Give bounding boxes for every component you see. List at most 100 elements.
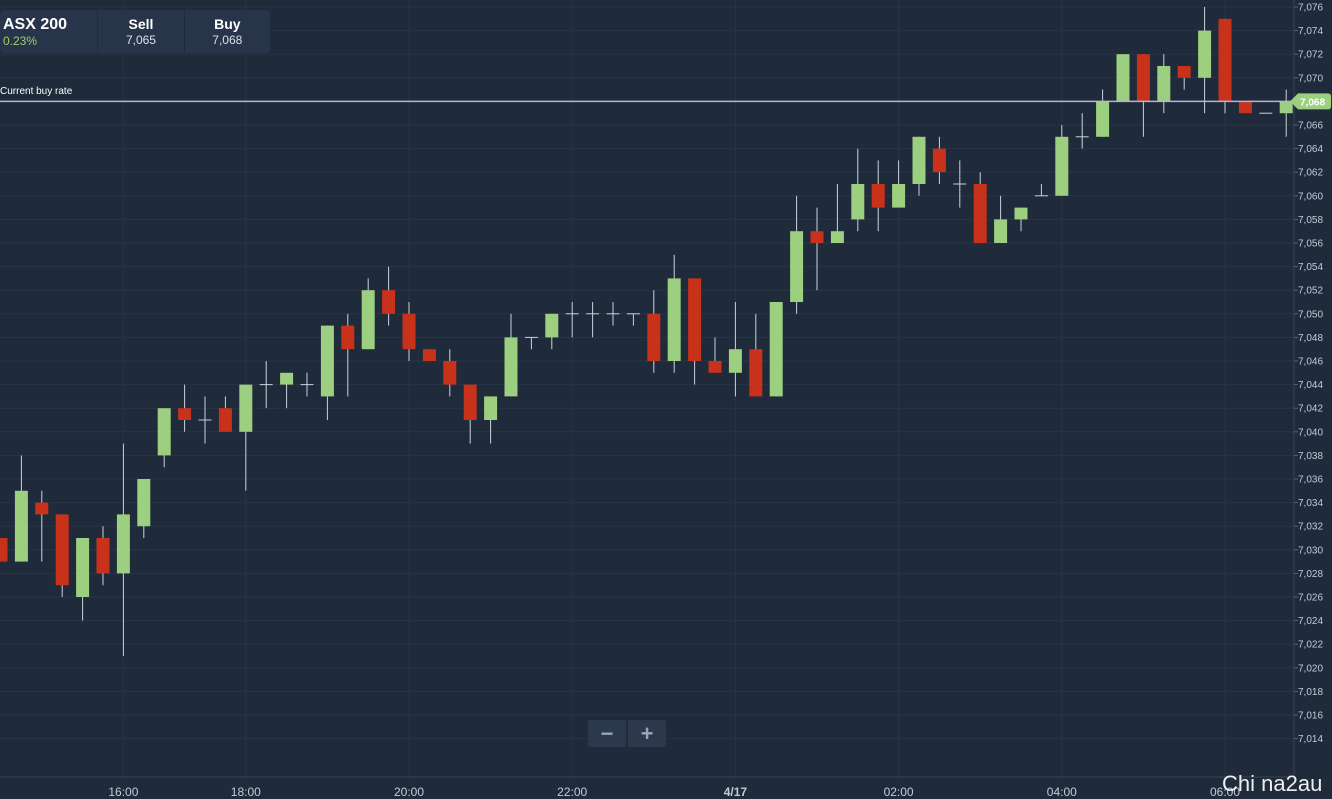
x-axis: 16:00 18:00 20:00 22:00 4/17 02:00 04:00 06:00	[0, 776, 1294, 799]
candle-body	[504, 337, 518, 397]
candle	[300, 372, 314, 397]
y-tick-label: 7,052	[1298, 286, 1323, 297]
y-tick-label: 7,040	[1298, 427, 1323, 438]
candle-body	[422, 349, 436, 361]
x-tick-label: 18:00	[231, 785, 261, 799]
candle	[892, 160, 906, 208]
candle	[443, 349, 457, 397]
candle-body	[137, 479, 151, 527]
y-tick-label: 7,072	[1298, 50, 1323, 61]
candle-body	[484, 396, 498, 420]
y-tick-label: 7,066	[1298, 121, 1323, 132]
candle-body	[912, 136, 926, 184]
candle-body	[769, 302, 783, 397]
candle	[14, 455, 28, 562]
candle	[382, 266, 396, 326]
candle	[1198, 7, 1212, 114]
candle	[361, 278, 375, 350]
current-rate-value: 7,068	[1300, 97, 1325, 108]
candle	[1238, 101, 1252, 114]
y-tick-label: 7,064	[1298, 144, 1323, 155]
candle-body	[851, 184, 865, 220]
candle-body	[1198, 30, 1212, 78]
watermark: Chi na2au	[1222, 771, 1323, 796]
instrument-change: 0.23%	[3, 33, 38, 48]
candle-body	[1177, 66, 1191, 78]
x-tick-label: 22:00	[557, 785, 587, 799]
candle-body	[830, 231, 844, 243]
candle	[1034, 184, 1048, 197]
x-tick-label: 04:00	[1047, 785, 1077, 799]
candle-body	[116, 514, 130, 574]
x-tick-label: 06:00	[1210, 785, 1240, 799]
buy-label: Buy	[214, 15, 241, 32]
y-tick-label: 7,060	[1298, 191, 1323, 202]
candle	[1136, 54, 1150, 137]
candle-body	[1116, 54, 1130, 102]
candle-body	[1279, 101, 1293, 114]
y-tick-label: 7,020	[1298, 663, 1323, 674]
candle	[0, 538, 8, 562]
y-tick-label: 7,030	[1298, 545, 1323, 556]
candle-body	[688, 278, 702, 361]
candle	[667, 254, 681, 373]
candle-body	[973, 184, 987, 243]
candle-body	[728, 349, 742, 373]
candle	[994, 195, 1008, 243]
y-tick-label: 7,054	[1298, 262, 1323, 273]
current-buy-rate-label: Current buy rate	[0, 86, 73, 97]
candle	[239, 384, 253, 491]
y-tick-label: 7,056	[1298, 239, 1323, 250]
y-tick-label: 7,046	[1298, 357, 1323, 368]
candles	[0, 7, 1293, 656]
candle	[790, 195, 804, 314]
candle-body	[280, 372, 294, 385]
zoom-in-button[interactable]: +	[628, 720, 666, 747]
y-tick-label: 7,044	[1298, 380, 1323, 391]
candle-body	[402, 313, 416, 350]
candle	[1096, 89, 1110, 137]
candle	[728, 302, 742, 397]
candle	[871, 160, 885, 232]
candle-body	[320, 325, 334, 397]
candle-body	[218, 408, 232, 432]
buy-button[interactable]: Buy 7,068	[183, 10, 270, 53]
y-tick-label: 7,038	[1298, 451, 1323, 462]
candle	[76, 538, 90, 621]
x-tick-label: 20:00	[394, 785, 424, 799]
candle	[626, 313, 640, 326]
candle	[688, 278, 702, 385]
instrument-info[interactable]: ASX 200 0.23%	[0, 10, 97, 53]
sell-button[interactable]: Sell 7,065	[97, 10, 183, 53]
y-tick-label: 7,058	[1298, 215, 1323, 226]
candle-body	[892, 184, 906, 208]
y-tick-label: 7,074	[1298, 26, 1323, 37]
candle-body	[1055, 136, 1069, 196]
y-tick-label: 7,022	[1298, 640, 1323, 651]
candle-body	[1157, 66, 1171, 102]
candle	[259, 361, 273, 409]
candle	[1075, 113, 1089, 149]
candle-body	[1096, 101, 1110, 137]
candle-body	[1238, 101, 1252, 114]
candle	[749, 313, 763, 397]
y-tick-label: 7,026	[1298, 593, 1323, 604]
candle	[402, 302, 416, 361]
zoom-controls: − +	[588, 720, 666, 747]
candle	[484, 396, 498, 444]
y-tick-label: 7,036	[1298, 475, 1323, 486]
candle	[606, 302, 620, 326]
candle-body	[810, 231, 824, 243]
grid-lines	[0, 0, 1294, 777]
y-tick-label: 7,014	[1298, 734, 1323, 745]
candle	[1055, 125, 1069, 196]
candle-body	[443, 361, 457, 385]
zoom-out-button[interactable]: −	[588, 720, 626, 747]
candle	[504, 313, 518, 397]
buy-value: 7,068	[212, 32, 243, 47]
candle-body	[708, 361, 722, 373]
candle	[218, 396, 232, 432]
candle	[137, 479, 151, 538]
y-tick-label: 7,028	[1298, 569, 1323, 580]
